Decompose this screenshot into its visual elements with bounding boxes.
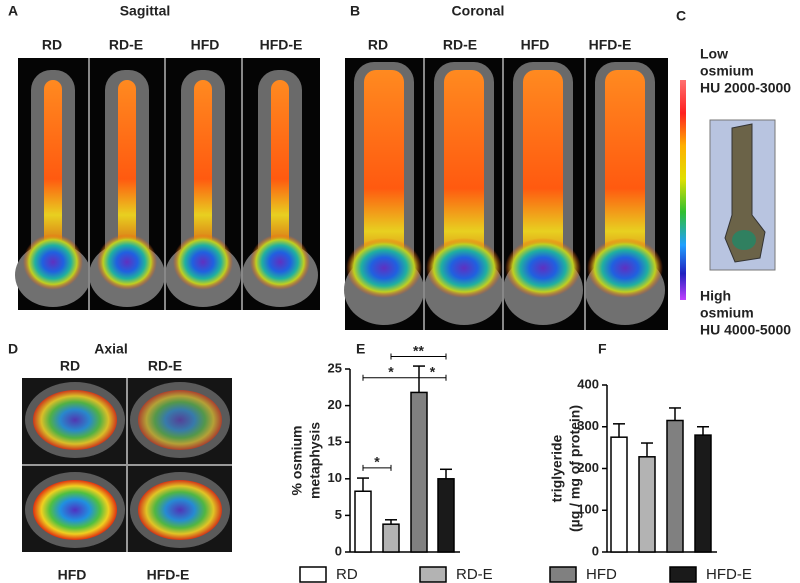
label: RD-E xyxy=(443,37,477,53)
osmium-meta xyxy=(97,234,157,290)
osmium-shaft xyxy=(118,80,136,260)
osmium-meta xyxy=(23,234,83,290)
bar xyxy=(382,523,400,553)
y-tick-label: 300 xyxy=(577,418,599,433)
bar xyxy=(638,456,656,553)
label: D xyxy=(8,341,18,357)
bar xyxy=(437,478,455,553)
axial-osmium xyxy=(33,480,117,540)
label: Sagittal xyxy=(120,3,171,19)
bone-3d xyxy=(724,123,766,263)
label: HFD xyxy=(58,567,87,583)
y-tick-label: 25 xyxy=(328,360,342,375)
osmium-shaft xyxy=(271,80,289,260)
label: RD xyxy=(42,37,62,53)
osmium-shaft xyxy=(364,70,404,285)
osmium-meta xyxy=(505,238,581,298)
legend-swatch xyxy=(299,566,327,583)
bar xyxy=(354,490,372,553)
label: HFD-E xyxy=(147,567,190,583)
bar xyxy=(610,436,628,553)
color-bar xyxy=(680,80,686,300)
label: C xyxy=(676,8,686,24)
y-tick-label: 15 xyxy=(328,434,342,449)
label: F xyxy=(598,341,607,357)
y-tick-label: 200 xyxy=(577,460,599,475)
osmium-meta xyxy=(346,238,422,298)
label: HFD xyxy=(521,37,550,53)
legend-label: RD xyxy=(336,566,358,583)
label: Axial xyxy=(94,341,127,357)
micro-ct-images xyxy=(15,58,776,552)
y-tick-label: 0 xyxy=(592,543,599,558)
label: RD-E xyxy=(148,358,182,374)
label: A xyxy=(8,3,18,19)
bar xyxy=(666,419,684,553)
label: osmium xyxy=(700,305,754,321)
y-tick-label: 100 xyxy=(577,502,599,517)
axial-osmium xyxy=(138,480,222,540)
y-tick-label: 20 xyxy=(328,397,342,412)
label: osmium xyxy=(700,63,754,79)
legend-swatch xyxy=(419,566,447,583)
legend-swatch xyxy=(549,566,577,583)
label: HFD xyxy=(191,37,220,53)
y-tick-label: 5 xyxy=(335,507,342,522)
osmium-meta xyxy=(426,238,502,298)
osmium-meta xyxy=(173,234,233,290)
y-axis-label: triglyeride xyxy=(549,434,565,502)
label: HFD-E xyxy=(589,37,632,53)
axial-osmium xyxy=(33,390,117,450)
bar xyxy=(410,391,428,553)
label: RD xyxy=(60,358,80,374)
osmium-meta xyxy=(250,234,310,290)
significance: * xyxy=(388,363,394,379)
y-tick-label: 400 xyxy=(577,376,599,391)
bar xyxy=(694,434,712,553)
y-axis-label: % osmium xyxy=(289,425,305,495)
legend-label: HFD-E xyxy=(706,566,752,583)
axial-osmium xyxy=(138,390,222,450)
label: Low xyxy=(700,46,728,62)
label: High xyxy=(700,288,731,304)
osmium-shaft xyxy=(194,80,212,260)
osmium-shaft xyxy=(44,80,62,260)
label: RD-E xyxy=(109,37,143,53)
legend-label: HFD xyxy=(586,566,617,583)
osmium-shaft xyxy=(444,70,484,285)
legend-swatch xyxy=(669,566,697,583)
y-axis-label: metaphysis xyxy=(307,422,323,499)
osmium-meta xyxy=(587,238,663,298)
label: RD xyxy=(368,37,388,53)
significance: * xyxy=(430,363,436,379)
y-tick-label: 10 xyxy=(328,470,342,485)
label: HU 2000-3000 xyxy=(700,80,791,96)
label: B xyxy=(350,3,360,19)
label: HU 4000-5000 xyxy=(700,322,791,338)
y-tick-label: 0 xyxy=(335,543,342,558)
label: Coronal xyxy=(452,3,505,19)
significance: * xyxy=(374,454,380,470)
label: HFD-E xyxy=(260,37,303,53)
osmium-shaft xyxy=(523,70,563,285)
osmium-shaft xyxy=(605,70,645,285)
y-axis-label: (µg / mg of protein) xyxy=(567,405,583,532)
significance: ** xyxy=(413,342,424,358)
legend-label: RD-E xyxy=(456,566,493,583)
label: E xyxy=(356,341,365,357)
bone-3d-meta xyxy=(732,230,756,250)
